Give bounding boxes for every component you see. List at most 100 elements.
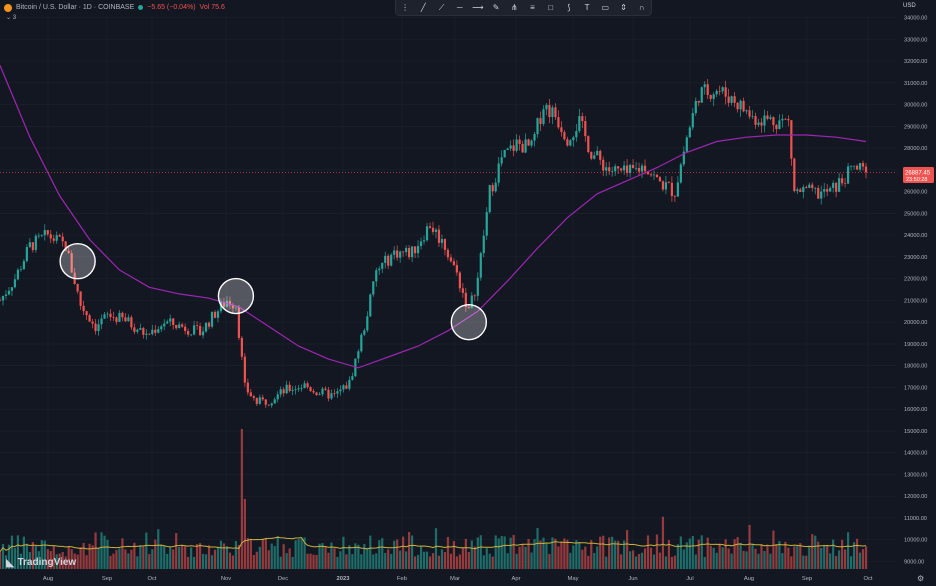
volume-bar	[127, 553, 130, 569]
candle-body	[318, 394, 321, 396]
candle-body	[590, 152, 593, 159]
candle-body	[297, 388, 300, 390]
candle-body	[530, 140, 533, 146]
drawing-toolbar[interactable]: ⋮ ╱ ⟋ ─ ⟶ ✎ ⋔ ≡ □ ⟆ T ▭ ⇕ ∩	[395, 0, 652, 16]
candle-body	[67, 250, 70, 254]
time-axis[interactable]: Aug Sep Oct Nov Dec 2023 Feb Mar Apr May Jun Jul Aug…	[43, 576, 873, 582]
volume-bar	[91, 545, 94, 569]
volume-bar	[679, 536, 682, 569]
rectangle-icon[interactable]: □	[548, 3, 554, 12]
volume-bar	[700, 535, 703, 569]
current-price-label: 26887.45 23:50:28	[903, 167, 934, 183]
volume-bar	[85, 555, 88, 569]
volume-bar	[733, 539, 736, 569]
trend-line-icon[interactable]: ╱	[420, 3, 426, 12]
volume-bar	[479, 535, 482, 569]
volume-bar	[145, 532, 148, 569]
volume-bar	[67, 546, 70, 569]
candle-body	[139, 328, 142, 330]
volume-bar	[521, 544, 524, 569]
candle-body	[688, 127, 691, 138]
volume-bar	[273, 546, 276, 569]
note-icon[interactable]: ▭	[601, 3, 610, 12]
volume-bar	[204, 554, 208, 569]
candle-body	[160, 326, 163, 330]
extended-line-icon[interactable]: ⟶	[472, 3, 484, 12]
fib-icon[interactable]: ≡	[530, 3, 535, 12]
ray-icon[interactable]: ⟋	[438, 2, 445, 12]
price-axis[interactable]: 9000.00 10000.00 11000.00 12000.00 13000.00 1…	[904, 16, 927, 566]
volume-bar	[55, 554, 58, 569]
volume-bar	[781, 553, 784, 569]
candle-body	[631, 164, 635, 169]
volume-bar	[4, 555, 8, 569]
volume-bar	[422, 551, 426, 569]
volume-bar	[387, 549, 390, 569]
time-tick-label: Sep	[802, 576, 812, 582]
price-tick-label: 11000.00	[904, 516, 927, 522]
candle-body	[554, 107, 557, 118]
volume-bar	[372, 554, 375, 569]
volume-bar	[396, 539, 399, 569]
volume-bar	[443, 552, 447, 569]
volume-bar	[309, 553, 312, 569]
time-tick-label: Dec	[278, 576, 288, 582]
volume-bar	[351, 554, 354, 569]
volume-bar	[31, 542, 34, 569]
volume-bar	[545, 542, 548, 569]
gear-icon[interactable]: ⚙	[917, 574, 925, 583]
volume-bar	[357, 544, 360, 569]
volume-bar	[187, 556, 190, 569]
volume-bar	[118, 548, 121, 569]
candle-body	[118, 312, 121, 322]
candle-body	[551, 107, 554, 118]
price-range-icon[interactable]: ⇕	[620, 3, 627, 12]
horizontal-line-icon[interactable]: ─	[456, 3, 463, 12]
volume-bar	[572, 545, 575, 569]
indicator-toggle[interactable]: ⌄ 3	[6, 15, 17, 21]
candle-body	[503, 150, 506, 158]
volume-bar	[333, 548, 336, 569]
volume-bar	[682, 549, 685, 569]
candle-body	[488, 185, 491, 213]
volume-bar	[560, 541, 563, 569]
magnet-icon[interactable]: ∩	[638, 3, 645, 12]
candle-body	[473, 295, 476, 297]
brush-icon[interactable]: ✎	[492, 3, 500, 12]
candle-body	[181, 324, 184, 327]
candle-body	[157, 329, 160, 333]
candle-body	[413, 246, 417, 254]
candle-body	[58, 235, 61, 237]
candle-body	[640, 165, 644, 172]
volume-bar	[754, 548, 757, 569]
volume-bar	[664, 556, 668, 569]
candle-body	[210, 311, 214, 327]
volume-bar	[864, 546, 868, 569]
currency-label[interactable]: USD	[903, 3, 916, 9]
volume-bar	[303, 537, 306, 569]
volume-bar	[670, 556, 673, 569]
volume-bar	[802, 555, 805, 569]
volume-bar	[330, 542, 333, 569]
candle-body	[375, 270, 378, 282]
drag-handle-icon[interactable]: ⋮	[401, 3, 410, 12]
candle-body	[85, 311, 88, 316]
symbol-legend[interactable]: Bitcoin / U.S. Dollar · 1D · COINBASE −5…	[4, 2, 225, 13]
candle-body	[193, 325, 196, 335]
volume-bar	[366, 548, 369, 569]
volume-bar	[599, 536, 602, 569]
volume-bar	[181, 545, 184, 569]
candle-body	[55, 235, 58, 241]
volume-bar	[623, 540, 626, 569]
volume-bar	[655, 534, 659, 569]
path-icon[interactable]: ⟆	[567, 3, 571, 12]
volume-bar	[527, 538, 530, 569]
candle-body	[796, 189, 799, 192]
volume-bar	[446, 536, 450, 569]
text-icon[interactable]: T	[584, 3, 590, 12]
volume-bar	[748, 524, 751, 569]
price-tick-label: 26000.00	[904, 190, 927, 196]
candle-body	[288, 384, 291, 391]
pitchfork-icon[interactable]: ⋔	[510, 3, 518, 12]
